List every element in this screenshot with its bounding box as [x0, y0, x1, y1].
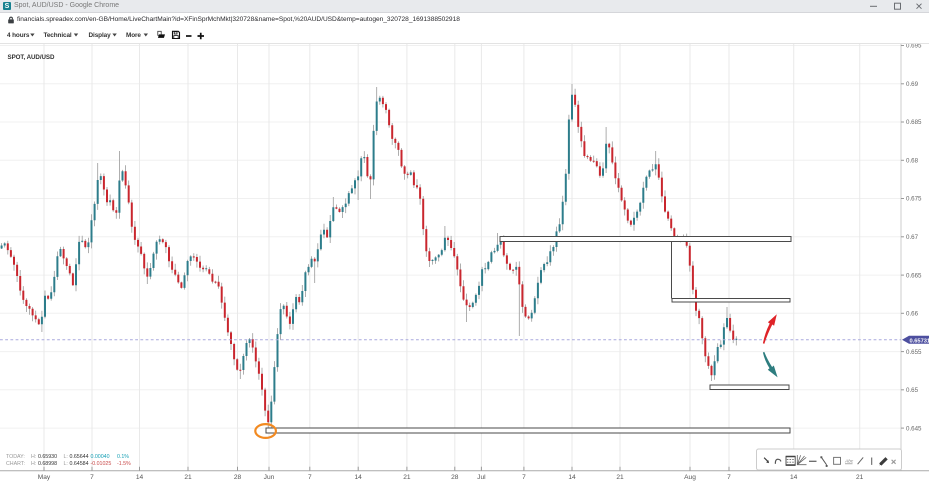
- svg-text:Jun: Jun: [264, 474, 275, 481]
- svg-text:14: 14: [136, 474, 144, 481]
- svg-text:May: May: [38, 474, 51, 481]
- svg-text:14: 14: [790, 474, 798, 481]
- svg-text:0.1%: 0.1%: [117, 454, 129, 460]
- svg-text:0.65731: 0.65731: [910, 338, 929, 344]
- svg-text:0.65: 0.65: [906, 387, 919, 394]
- svg-text:Abc: Abc: [844, 459, 854, 465]
- svg-text:7: 7: [308, 474, 312, 481]
- svg-text:0.64584: 0.64584: [70, 461, 89, 467]
- svg-text:28: 28: [234, 474, 242, 481]
- svg-text:14: 14: [355, 474, 363, 481]
- svg-text:0.67: 0.67: [906, 234, 919, 241]
- svg-text:Jul: Jul: [477, 474, 486, 481]
- svg-text:0.695: 0.695: [906, 44, 922, 50]
- svg-text:H:: H:: [31, 461, 36, 467]
- svg-text:H:: H:: [31, 454, 36, 460]
- svg-text:0.685: 0.685: [906, 119, 922, 126]
- svg-text:7: 7: [522, 474, 526, 481]
- svg-text:TODAY:: TODAY:: [6, 454, 25, 460]
- svg-text:21: 21: [184, 474, 192, 481]
- svg-text:21: 21: [403, 474, 411, 481]
- svg-text:-1.5%: -1.5%: [117, 461, 131, 467]
- svg-text:0.675: 0.675: [906, 196, 922, 203]
- svg-text:L:: L:: [64, 461, 68, 467]
- svg-text:0.645: 0.645: [906, 425, 922, 432]
- svg-text:0.00040: 0.00040: [91, 454, 110, 460]
- svg-text:0.65644: 0.65644: [70, 454, 89, 460]
- svg-text:Aug: Aug: [684, 474, 696, 481]
- svg-text:0.655: 0.655: [906, 349, 922, 356]
- svg-text:SPOT, AUD/USD: SPOT, AUD/USD: [8, 54, 55, 61]
- svg-text:21: 21: [616, 474, 624, 481]
- svg-text:14: 14: [568, 474, 576, 481]
- svg-text:7: 7: [90, 474, 94, 481]
- svg-text:-0.01025: -0.01025: [91, 461, 112, 467]
- svg-text:7: 7: [727, 474, 731, 481]
- svg-text:0.665: 0.665: [906, 272, 922, 279]
- svg-text:0.68: 0.68: [906, 158, 919, 165]
- svg-text:28: 28: [451, 474, 459, 481]
- svg-text:21: 21: [856, 474, 864, 481]
- svg-text:L:: L:: [64, 454, 68, 460]
- svg-text:0.65930: 0.65930: [38, 454, 57, 460]
- svg-text:0.66: 0.66: [906, 311, 919, 318]
- svg-text:CHART:: CHART:: [6, 461, 25, 467]
- svg-text:0.69: 0.69: [906, 81, 919, 88]
- svg-text:0.68998: 0.68998: [38, 461, 57, 467]
